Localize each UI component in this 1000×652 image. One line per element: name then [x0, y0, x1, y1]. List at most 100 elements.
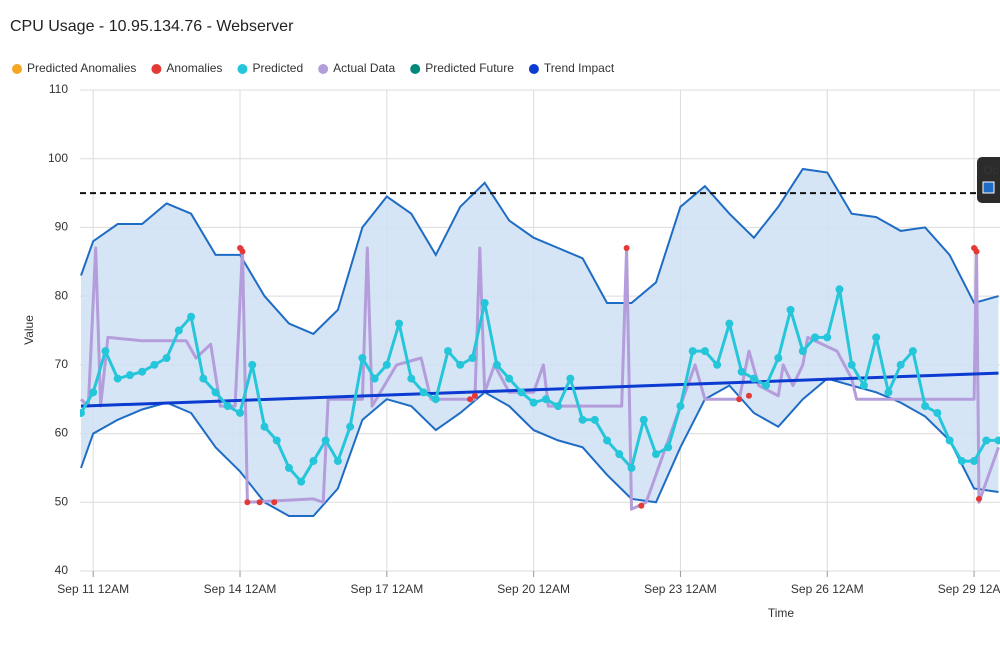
- data-point: [505, 374, 514, 383]
- data-point: [884, 388, 893, 397]
- legend-marker: [151, 64, 162, 74]
- data-point: [566, 374, 575, 383]
- data-point: [933, 408, 942, 417]
- data-point: [529, 398, 538, 407]
- data-point: [272, 436, 281, 445]
- data-point: [737, 367, 746, 376]
- band-lower: [80, 377, 999, 517]
- data-point: [921, 402, 930, 411]
- data-point: [627, 463, 636, 472]
- data-point: [162, 353, 171, 362]
- x-tick-label: Sep 17 12AM: [350, 582, 423, 596]
- data-point: [590, 415, 599, 424]
- x-tick-label: Sep 23 12AM: [644, 582, 717, 596]
- data-point: [835, 285, 844, 294]
- data-point: [239, 248, 246, 255]
- y-tick-label: 80: [55, 288, 69, 302]
- y-axis-title: Value: [22, 315, 36, 345]
- legend-label: Predicted Anomalies: [27, 61, 136, 75]
- data-point: [471, 392, 478, 399]
- data-point: [431, 395, 440, 404]
- y-tick-label: 50: [55, 494, 69, 508]
- data-point: [256, 499, 263, 506]
- data-point: [541, 395, 550, 404]
- data-point: [407, 374, 416, 383]
- data-point: [908, 347, 917, 356]
- data-point: [982, 436, 991, 445]
- data-point: [554, 402, 563, 411]
- data-point: [713, 360, 722, 369]
- x-tick-label: Sep 26 12AM: [791, 582, 864, 596]
- data-point: [957, 457, 966, 466]
- tooltip-text: Oc: [983, 163, 999, 177]
- y-tick-label: 60: [55, 426, 69, 440]
- data-point: [309, 457, 318, 466]
- data-point: [676, 402, 685, 411]
- data-point: [467, 396, 474, 403]
- legend-marker: [237, 64, 248, 74]
- confidence-band: [81, 169, 999, 516]
- legend-marker: [318, 64, 329, 74]
- data-point: [578, 415, 587, 424]
- data-point: [945, 436, 954, 445]
- data-point: [89, 388, 98, 397]
- data-point: [468, 353, 477, 362]
- x-axis-title: Time: [768, 606, 795, 620]
- data-point: [896, 360, 905, 369]
- data-point: [688, 347, 697, 356]
- data-point: [973, 248, 980, 255]
- data-point: [603, 436, 612, 445]
- data-point: [517, 388, 526, 397]
- data-point: [774, 353, 783, 362]
- data-point: [725, 319, 734, 328]
- data-point: [664, 443, 673, 452]
- data-point: [236, 408, 245, 417]
- data-point: [346, 422, 355, 431]
- y-tick-label: 100: [48, 151, 68, 165]
- y-tick-label: 90: [55, 220, 69, 234]
- legend-label: Trend Impact: [544, 61, 615, 75]
- data-point: [970, 457, 979, 466]
- x-tick-label: Sep 20 12AM: [497, 582, 570, 596]
- data-point: [333, 457, 342, 466]
- legend-marker: [528, 64, 539, 74]
- data-point: [125, 371, 134, 380]
- plot-area: [80, 167, 1000, 517]
- y-tick-label: 70: [55, 357, 69, 371]
- data-point: [297, 477, 306, 486]
- legend-marker: [12, 64, 22, 74]
- x-tick-label: Sep 29 12AM: [938, 582, 1000, 596]
- x-tick-label: Sep 14 12AM: [204, 582, 277, 596]
- data-point: [700, 347, 709, 356]
- data-point: [811, 333, 820, 342]
- data-point: [248, 360, 257, 369]
- data-point: [638, 502, 645, 509]
- data-point: [480, 299, 489, 308]
- data-point: [358, 353, 367, 362]
- data-point: [847, 360, 856, 369]
- legend-label: Predicted Future: [425, 61, 514, 75]
- legend-marker: [410, 64, 421, 74]
- data-point: [736, 396, 743, 403]
- data-point: [187, 312, 196, 321]
- data-point: [80, 408, 85, 417]
- data-point: [872, 333, 881, 342]
- data-point: [101, 347, 110, 356]
- data-point: [798, 347, 807, 356]
- legend-label: Actual Data: [333, 61, 395, 75]
- data-point: [749, 374, 758, 383]
- data-point: [321, 436, 330, 445]
- data-point: [199, 374, 208, 383]
- data-point: [786, 305, 795, 314]
- data-point: [211, 388, 220, 397]
- data-point: [382, 360, 391, 369]
- data-point: [174, 326, 183, 335]
- data-point: [284, 463, 293, 472]
- data-point: [370, 374, 379, 383]
- data-point: [639, 415, 648, 424]
- legend-label: Predicted: [252, 61, 303, 75]
- data-point: [859, 381, 868, 390]
- data-point: [975, 495, 982, 502]
- data-point: [260, 422, 269, 431]
- data-point: [615, 450, 624, 459]
